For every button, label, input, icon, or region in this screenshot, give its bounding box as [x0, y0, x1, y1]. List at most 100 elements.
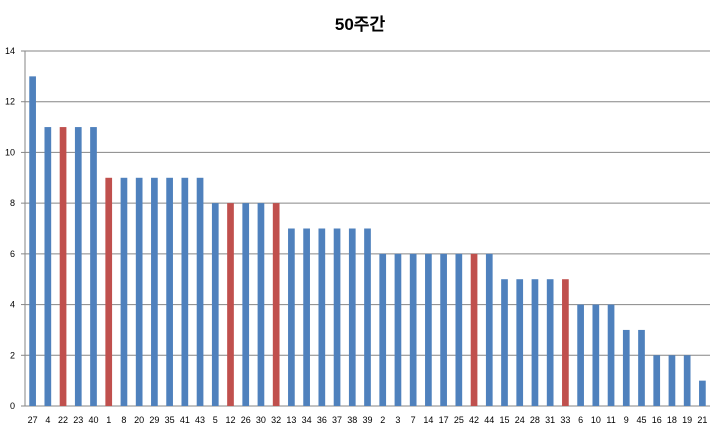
bar-27 — [29, 76, 36, 406]
bar-34 — [303, 228, 310, 406]
bar-16 — [653, 355, 661, 406]
bar-28 — [531, 279, 539, 406]
bar-40 — [90, 127, 97, 407]
x-tick-label: 33 — [560, 415, 570, 425]
x-tick-label: 14 — [423, 415, 433, 425]
bar-29 — [151, 177, 158, 406]
bar-13 — [288, 228, 295, 406]
y-tick-label: 12 — [5, 97, 15, 107]
x-tick-label: 21 — [697, 415, 707, 425]
y-tick-label: 14 — [5, 46, 15, 56]
bar-26 — [242, 203, 250, 406]
chart-title: 50주간 — [334, 15, 386, 34]
y-tick-label: 6 — [10, 249, 15, 259]
x-tick-label: 4 — [45, 415, 50, 425]
x-tick-label: 30 — [256, 415, 266, 425]
x-tick-label: 35 — [165, 415, 175, 425]
x-tick-label: 38 — [347, 415, 357, 425]
bar-25 — [455, 253, 463, 406]
x-tick-label: 26 — [241, 415, 251, 425]
y-tick-label: 4 — [10, 300, 15, 310]
x-tick-label: 25 — [454, 415, 464, 425]
x-tick-label: 23 — [73, 415, 83, 425]
x-tick-label: 9 — [624, 415, 629, 425]
bar-45 — [638, 329, 645, 406]
x-tick-label: 2 — [380, 415, 385, 425]
bar-6 — [577, 304, 584, 406]
bar-42 — [470, 253, 478, 406]
x-tick-label: 18 — [667, 415, 677, 425]
bar-7 — [409, 253, 417, 406]
x-tick-label: 17 — [439, 415, 449, 425]
x-tick-label: 43 — [195, 415, 205, 425]
bar-37 — [333, 228, 341, 406]
bar-9 — [622, 329, 630, 406]
bar-15 — [501, 279, 508, 406]
x-tick-label: 7 — [411, 415, 416, 425]
x-tick-label: 5 — [213, 415, 218, 425]
x-tick-label: 8 — [121, 415, 126, 425]
bar-22 — [59, 127, 67, 407]
bar-4 — [44, 127, 52, 407]
bar-10 — [592, 304, 600, 406]
x-tick-label: 40 — [88, 415, 98, 425]
x-tick-label: 29 — [149, 415, 159, 425]
x-tick-label: 31 — [545, 415, 555, 425]
x-tick-label: 45 — [636, 415, 646, 425]
y-tick-label: 2 — [10, 350, 15, 360]
bar-3 — [394, 253, 402, 406]
x-tick-label: 22 — [58, 415, 68, 425]
bar-20 — [135, 177, 143, 406]
bar-2 — [379, 253, 387, 406]
bar-39 — [364, 228, 371, 406]
bar-41 — [181, 177, 189, 406]
bar-38 — [348, 228, 356, 406]
bar-19 — [683, 355, 691, 406]
y-tick-label: 10 — [5, 147, 15, 157]
bar-21 — [699, 380, 706, 406]
bar-35 — [166, 177, 173, 406]
x-tick-label: 1 — [106, 415, 111, 425]
x-tick-label: 16 — [652, 415, 662, 425]
x-tick-label: 27 — [28, 415, 38, 425]
x-tick-label: 44 — [484, 415, 494, 425]
x-tick-label: 12 — [225, 415, 235, 425]
bar-17 — [440, 253, 447, 406]
x-tick-label: 41 — [180, 415, 190, 425]
x-tick-label: 3 — [395, 415, 400, 425]
bar-30 — [257, 203, 265, 406]
bar-43 — [196, 177, 204, 406]
x-tick-label: 15 — [499, 415, 509, 425]
x-tick-label: 19 — [682, 415, 692, 425]
x-tick-label: 28 — [530, 415, 540, 425]
x-tick-label: 34 — [302, 415, 312, 425]
bar-36 — [318, 228, 326, 406]
x-tick-label: 32 — [271, 415, 281, 425]
bar-1 — [105, 177, 113, 406]
bar-8 — [120, 177, 128, 406]
y-tick-label: 0 — [10, 401, 15, 411]
bar-24 — [516, 279, 524, 406]
x-tick-label: 13 — [286, 415, 296, 425]
bar-31 — [546, 279, 554, 406]
bar-32 — [272, 203, 280, 406]
bar-33 — [562, 279, 569, 406]
bar-23 — [74, 127, 82, 407]
x-tick-label: 10 — [591, 415, 601, 425]
bar-44 — [485, 253, 493, 406]
bar-12 — [227, 203, 234, 406]
x-tick-label: 37 — [332, 415, 342, 425]
bar-14 — [425, 253, 432, 406]
x-tick-label: 42 — [469, 415, 479, 425]
x-tick-label: 6 — [578, 415, 583, 425]
x-tick-label: 36 — [317, 415, 327, 425]
x-tick-label: 11 — [606, 415, 615, 425]
x-tick-label: 39 — [362, 415, 372, 425]
bar-5 — [211, 203, 219, 406]
bar-18 — [668, 355, 676, 406]
x-tick-label: 24 — [515, 415, 525, 425]
bar-11 — [607, 304, 615, 406]
x-tick-label: 20 — [134, 415, 144, 425]
y-tick-label: 8 — [10, 198, 15, 208]
